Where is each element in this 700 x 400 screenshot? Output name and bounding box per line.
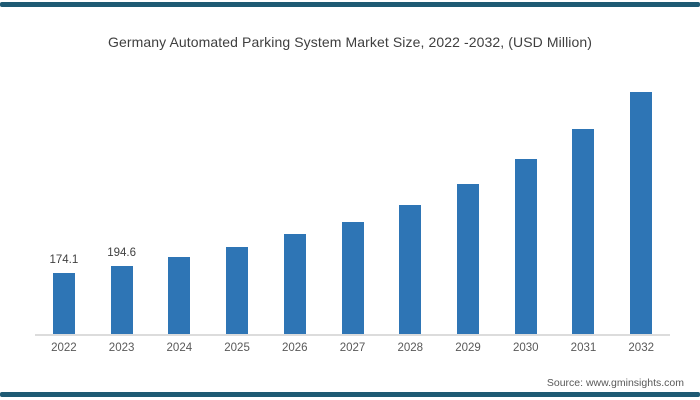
bar-2023 (110, 266, 133, 334)
x-tick-label-2032: 2032 (628, 342, 654, 354)
bar-2031 (572, 128, 595, 334)
bar-2029 (457, 183, 479, 334)
bar-column-2027 (324, 203, 382, 334)
bar-column-2024 (150, 238, 208, 334)
bar-column-2028 (381, 186, 439, 334)
bar-column-2030 (497, 140, 555, 334)
x-tick-label-2029: 2029 (455, 342, 481, 354)
x-tick-label-2025: 2025 (224, 342, 250, 354)
x-tick-label-2027: 2027 (339, 342, 366, 354)
plot-area: 174.1 194.6 (35, 79, 670, 336)
bar-column-2022: 174.1 (35, 254, 93, 334)
bar-column-2031 (555, 110, 613, 334)
x-tick-label-2026: 2026 (282, 342, 308, 354)
x-tick-label-2024: 2024 (166, 342, 193, 354)
x-tick-label-2028: 2028 (397, 342, 424, 354)
bar-2027 (341, 221, 364, 334)
bar-2026 (283, 234, 306, 334)
top-accent-bar (0, 2, 700, 7)
bar-column-2025 (208, 228, 266, 334)
bar-value-label-2023: 194.6 (107, 247, 136, 259)
bar-2032 (630, 92, 653, 334)
bar-value-label-2022: 174.1 (49, 254, 79, 267)
x-axis-labels: 2022 2023 2024 2025 2026 2027 2028 2029 2030 2031… (35, 342, 670, 354)
bars-row: 174.1 194.6 (35, 79, 670, 334)
bar-column-2023: 194.6 (93, 247, 151, 334)
bar-column-2032 (612, 73, 670, 334)
bottom-accent-bar (0, 392, 700, 397)
bar-2024 (168, 257, 191, 334)
x-tick-label-2031: 2031 (570, 342, 597, 354)
bar-2030 (514, 158, 537, 334)
bar-column-2029 (439, 165, 497, 334)
bar-2022 (52, 273, 75, 334)
bar-2025 (226, 247, 249, 334)
x-tick-label-2030: 2030 (512, 342, 539, 354)
chart-title: Germany Automated Parking System Market … (107, 34, 593, 50)
x-tick-label-2022: 2022 (51, 342, 77, 354)
bar-column-2026 (266, 215, 324, 334)
bar-2028 (399, 204, 422, 334)
x-tick-label-2023: 2023 (108, 342, 135, 354)
source-note: Source: www.gminsights.com (546, 377, 684, 389)
